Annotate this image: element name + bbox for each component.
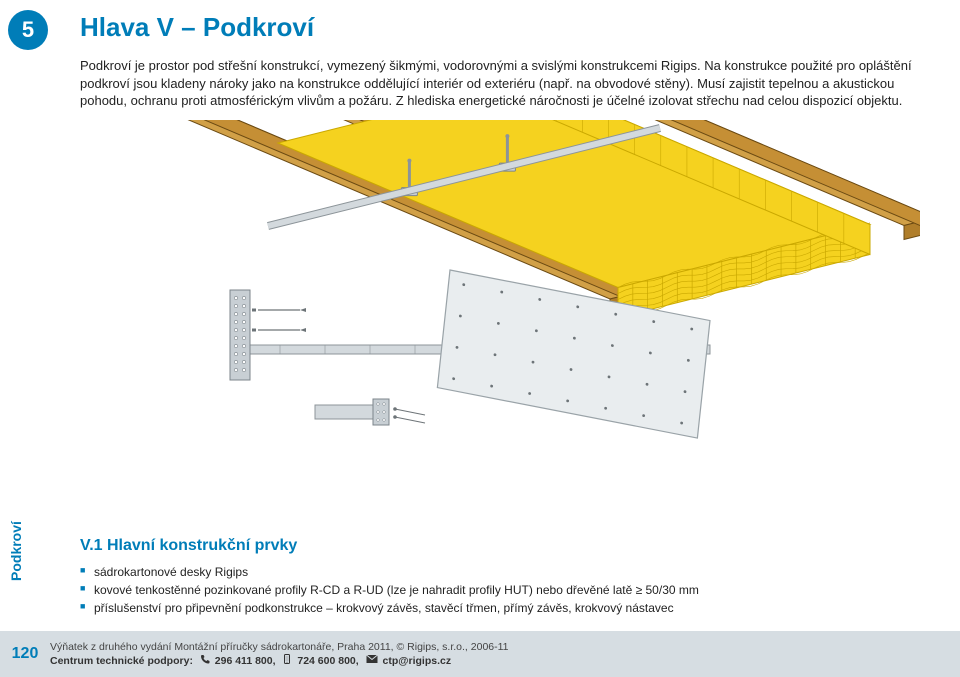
footer-text: Výňatek z druhého vydání Montážní příruč…: [50, 636, 509, 672]
list-item: příslušenství pro připevnění podkonstruk…: [80, 599, 940, 617]
footer-line2: Centrum technické podpory: 296 411 800, …: [50, 654, 509, 668]
phone-icon: [200, 654, 210, 668]
mobile-icon: [282, 654, 292, 668]
footer-email: ctp@rigips.cz: [383, 655, 452, 667]
intro-paragraph: Podkroví je prostor pod střešní konstruk…: [80, 57, 920, 110]
list-item: kovové tenkostěnné pozinkované profily R…: [80, 581, 940, 599]
page-number: 120: [0, 645, 50, 663]
footer-line1: Výňatek z druhého vydání Montážní příruč…: [50, 640, 509, 654]
footer-prefix: Centrum technické podpory:: [50, 655, 193, 667]
chapter-badge: 5: [8, 10, 48, 50]
section-title: V.1 Hlavní konstrukční prvky: [80, 537, 940, 555]
section-v1: V.1 Hlavní konstrukční prvky sádrokarton…: [80, 537, 940, 617]
sidebar-label: Podkroví: [8, 521, 24, 581]
list-item: sádrokartonové desky Rigips: [80, 563, 940, 581]
section-bullets: sádrokartonové desky Rigips kovové tenko…: [80, 563, 940, 617]
page-title: Hlava V – Podkroví: [80, 12, 940, 43]
footer-bar: 120 Výňatek z druhého vydání Montážní př…: [0, 631, 960, 677]
mail-icon: [366, 654, 378, 668]
construction-diagram: [80, 120, 920, 450]
footer-phone2: 724 600 800,: [297, 655, 358, 667]
footer-phone1: 296 411 800,: [215, 655, 276, 667]
